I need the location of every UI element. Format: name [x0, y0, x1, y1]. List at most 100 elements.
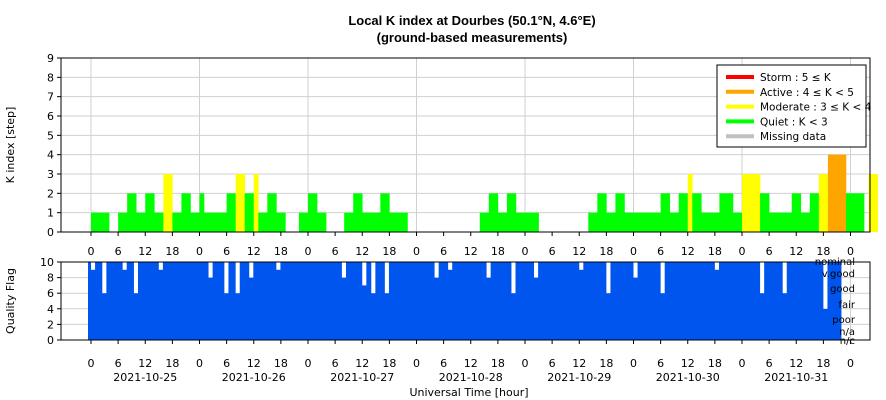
k-index-bar	[484, 212, 490, 232]
k-index-bar	[610, 212, 616, 232]
k-index-bar	[176, 212, 182, 232]
bottom-x-tick-label: 0	[413, 357, 420, 370]
k-index-bar	[502, 212, 508, 232]
k-index-bar	[344, 212, 349, 232]
k-index-bar	[145, 193, 151, 232]
quality-flag-dip	[224, 262, 229, 294]
bottom-y-tick-label: 0	[47, 334, 54, 347]
top-x-tick-label: 0	[305, 245, 312, 258]
k-index-bar	[588, 212, 594, 232]
quality-flag-area	[88, 262, 842, 340]
k-index-bar	[127, 193, 132, 232]
k-index-bar	[402, 212, 408, 232]
quality-flag-dip	[714, 262, 719, 270]
quality-flag-dip	[606, 262, 611, 294]
bottom-x-tick-label: 0	[305, 357, 312, 370]
k-index-bar	[249, 193, 255, 232]
top-x-tick-label: 6	[549, 245, 556, 258]
bottom-x-tick-label: 0	[739, 357, 746, 370]
quality-flag-dip	[341, 262, 346, 278]
k-index-bar	[312, 193, 318, 232]
k-index-bar	[149, 193, 155, 232]
k-index-bar	[755, 174, 761, 232]
quality-flag-dip	[91, 262, 96, 270]
quality-flag-dip	[384, 262, 389, 294]
quality-flag-dip	[362, 262, 367, 286]
date-label: 2021-10-27	[330, 371, 394, 384]
k-index-bar	[764, 193, 770, 232]
k-index-bar	[606, 212, 612, 232]
k-index-bar	[638, 212, 643, 232]
flag-label: n/c	[840, 336, 855, 347]
k-index-bar	[714, 212, 720, 232]
k-index-bar	[303, 212, 309, 232]
k-index-bar	[100, 212, 105, 232]
k-index-bar	[628, 212, 634, 232]
k-index-bar	[674, 212, 680, 232]
k-index-bar	[624, 212, 630, 232]
k-index-bar	[796, 193, 802, 232]
top-x-tick-label: 12	[138, 245, 152, 258]
k-index-bar	[158, 212, 164, 232]
top-y-axis-label: K index [step]	[4, 107, 17, 184]
k-index-bar	[317, 212, 322, 232]
bottom-y-tick-label: 8	[47, 272, 54, 285]
chart-title: Local K index at Dourbes (50.1°N, 4.6°E)	[348, 13, 595, 28]
legend-label: Moderate : 3 ≤ K < 4	[760, 102, 872, 114]
k-index-bar	[601, 193, 607, 232]
k-index-bar	[665, 193, 670, 232]
top-x-tick-label: 0	[630, 245, 637, 258]
flag-label: nominal	[815, 257, 855, 268]
quality-flag-dip	[276, 262, 281, 270]
k-index-bar	[357, 193, 363, 232]
bottom-x-tick-label: 12	[681, 357, 695, 370]
top-y-tick-label: 4	[47, 149, 54, 162]
k-index-bar	[732, 212, 738, 232]
k-index-bar	[823, 174, 829, 232]
flag-label: n/a	[839, 327, 855, 338]
k-index-bar	[773, 212, 779, 232]
k-index-bar	[231, 193, 236, 232]
k-index-bar	[122, 212, 128, 232]
k-index-bar	[737, 212, 743, 232]
k-index-bar	[719, 193, 725, 232]
top-y-tick-label: 1	[47, 207, 54, 220]
k-index-bar	[520, 212, 526, 232]
quality-flag-dip	[122, 262, 127, 270]
quality-flag-dip	[579, 262, 584, 270]
bottom-x-tick-label: 0	[88, 357, 95, 370]
k-index-bar	[280, 212, 286, 232]
bottom-plot-frame	[60, 261, 871, 341]
bottom-x-tick-label: 18	[816, 357, 830, 370]
bottom-x-tick-label: 6	[440, 357, 447, 370]
top-x-tick-label: 12	[681, 245, 695, 258]
k-index-bar	[746, 174, 752, 232]
bottom-x-tick-label: 18	[165, 357, 179, 370]
bottom-x-tick-label: 18	[599, 357, 613, 370]
k-index-bar	[705, 212, 711, 232]
bottom-x-tick-label: 6	[657, 357, 664, 370]
k-index-bar	[647, 212, 652, 232]
k-index-bar	[687, 174, 693, 232]
bottom-x-tick-label: 12	[247, 357, 261, 370]
k-index-bar	[791, 193, 797, 232]
k-index-bar	[104, 212, 110, 232]
k-index-bar	[95, 212, 101, 232]
quality-flag-dip	[633, 262, 638, 278]
quality-flag-dip	[534, 262, 539, 278]
k-index-bar	[525, 212, 530, 232]
k-index-bar	[240, 174, 246, 232]
k-index-bar	[366, 212, 372, 232]
quality-flag-dip	[823, 262, 828, 309]
k-index-bar	[855, 193, 860, 232]
bottom-x-tick-label: 12	[138, 357, 152, 370]
quality-flag-dip	[434, 262, 439, 278]
k-index-bar	[167, 174, 173, 232]
k-index-bar	[850, 193, 856, 232]
k-index-bar	[534, 212, 539, 232]
top-x-tick-label: 6	[766, 245, 773, 258]
k-index-bar	[190, 212, 196, 232]
k-index-bar	[782, 212, 788, 232]
